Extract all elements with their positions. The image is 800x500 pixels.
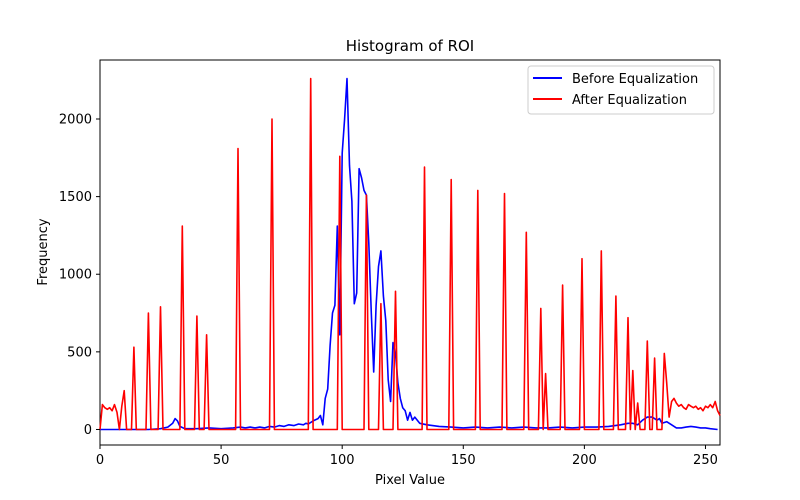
x-tick-label: 200 [572,453,597,468]
y-tick-label: 1000 [59,268,92,283]
x-tick-label: 50 [213,453,230,468]
x-axis-ticks: 0 50 100 150 200 250 [96,445,718,468]
y-axis-ticks: 0 500 1000 1500 2000 [59,112,100,438]
x-tick-label: 150 [451,453,476,468]
legend-label-before: Before Equalization [572,72,698,87]
series-lines [99,77,721,431]
x-axis-label: Pixel Value [375,473,445,488]
x-tick-label: 250 [693,453,718,468]
chart-title: Histogram of ROI [346,37,474,55]
y-tick-label: 500 [67,345,92,360]
y-tick-label: 1500 [59,190,92,205]
legend: Before Equalization After Equalization [527,65,715,115]
x-tick-label: 100 [330,453,355,468]
y-tick-label: 2000 [59,112,92,127]
series-line-after-equalization [99,77,721,431]
y-tick-label: 0 [84,423,92,438]
legend-label-after: After Equalization [572,93,687,108]
y-axis-label: Frequency [36,218,51,285]
legend-box [527,65,715,115]
series-line-before-equalization [100,77,718,431]
plot-frame [99,59,721,446]
x-tick-label: 0 [96,453,104,468]
